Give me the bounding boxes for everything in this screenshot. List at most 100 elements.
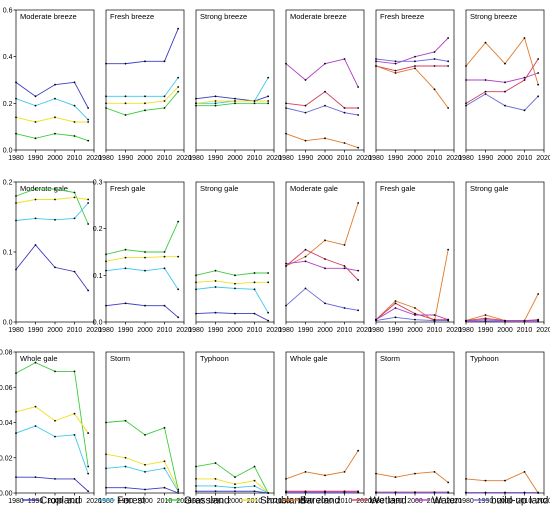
x-tick-label: 2020 (446, 327, 462, 334)
data-point (54, 97, 56, 100)
legend-label: build-up land (491, 496, 548, 507)
x-tick-label: 1990 (298, 155, 314, 162)
panel-title: Whole gale (290, 354, 328, 363)
data-point (195, 312, 197, 315)
data-point (195, 485, 197, 487)
data-point (414, 314, 416, 316)
data-point (324, 267, 326, 270)
data-point (504, 479, 506, 482)
series-line-bareland (375, 471, 449, 483)
x-tick-label: 2020 (266, 155, 282, 162)
series-line-forest (196, 77, 269, 104)
panel-15: Typhoon 1980 1990 2000 2010 2020 (188, 351, 282, 505)
data-point (54, 83, 56, 86)
data-point (54, 435, 56, 438)
data-point (105, 453, 107, 456)
data-point (177, 220, 180, 223)
data-point (304, 255, 307, 258)
x-tick-label: 1990 (118, 498, 134, 505)
data-point (304, 139, 307, 142)
series-line-shrubland (195, 280, 269, 285)
data-point (124, 102, 127, 105)
data-point (343, 107, 346, 109)
series-line-shrubland (15, 196, 89, 204)
data-point (73, 217, 76, 220)
data-point (214, 311, 217, 314)
x-tick-label: 1990 (388, 327, 404, 334)
data-point (523, 491, 526, 494)
data-point (324, 302, 326, 305)
data-point (484, 491, 487, 494)
data-point (285, 102, 287, 105)
series-line-forest (105, 267, 179, 290)
x-tick-label: 2010 (427, 155, 443, 162)
x-tick-label: 2020 (86, 327, 102, 334)
data-point (163, 486, 166, 489)
series-line-bareland (465, 471, 539, 494)
x-tick-label: 1980 (368, 155, 384, 162)
data-point (253, 272, 256, 274)
panel-18: Typhoon 1980 1990 2000 2010 2020 (458, 351, 550, 505)
x-tick-label: 2000 (407, 327, 423, 334)
plot-frame (375, 9, 455, 151)
series-line-cropland (16, 476, 89, 492)
series-line-forest (15, 425, 89, 474)
data-point (144, 102, 146, 105)
x-tick-label: 2010 (517, 498, 533, 505)
data-point (523, 470, 526, 473)
x-tick-label: 1980 (98, 498, 114, 505)
data-point (73, 270, 76, 273)
panel-14: Storm 1980 1990 2000 2010 2020 (98, 351, 192, 505)
data-point (433, 491, 436, 494)
data-point (34, 405, 37, 408)
data-point (15, 372, 17, 375)
series-line-cropland (105, 302, 179, 318)
data-point (447, 319, 450, 322)
data-point (414, 65, 416, 67)
x-tick-label: 2000 (47, 155, 63, 162)
data-point (343, 491, 346, 494)
series-line-bareland (465, 293, 539, 322)
data-point (523, 109, 526, 112)
data-point (504, 320, 506, 323)
series-line-build-up-land (285, 287, 359, 311)
data-point (447, 37, 450, 39)
series-line-bareland (285, 133, 359, 149)
panel-17: Storm 1980 1990 2000 2010 2020 (368, 351, 462, 505)
x-tick-label: 2020 (356, 155, 372, 162)
data-point (214, 102, 217, 105)
data-point (394, 307, 397, 309)
data-point (234, 312, 236, 315)
data-point (253, 485, 256, 487)
data-point (343, 142, 346, 144)
data-point (177, 27, 180, 30)
y-tick-label: 0.3 (93, 180, 103, 187)
data-point (394, 300, 397, 302)
data-point (195, 478, 197, 480)
data-point (304, 470, 307, 473)
x-tick-label: 2010 (67, 498, 83, 505)
x-tick-label: 2000 (497, 155, 513, 162)
data-point (537, 72, 540, 74)
data-point (537, 320, 540, 323)
x-tick-label: 1980 (98, 155, 114, 162)
data-point (433, 314, 436, 316)
plot-frame (195, 181, 275, 323)
data-point (105, 467, 107, 470)
data-point (214, 104, 217, 107)
x-tick-label: 2020 (536, 498, 550, 505)
data-point (394, 491, 397, 494)
x-tick-label: 1980 (278, 498, 294, 505)
data-point (144, 256, 146, 259)
x-tick-label: 2010 (427, 498, 443, 505)
x-tick-label: 2010 (67, 327, 83, 334)
y-tick-label: 0.2 (3, 180, 13, 187)
data-point (447, 491, 450, 494)
data-point (163, 267, 166, 270)
data-point (504, 104, 506, 107)
data-point (253, 479, 256, 482)
data-point (357, 269, 360, 272)
data-point (144, 269, 146, 272)
data-point (195, 465, 197, 468)
